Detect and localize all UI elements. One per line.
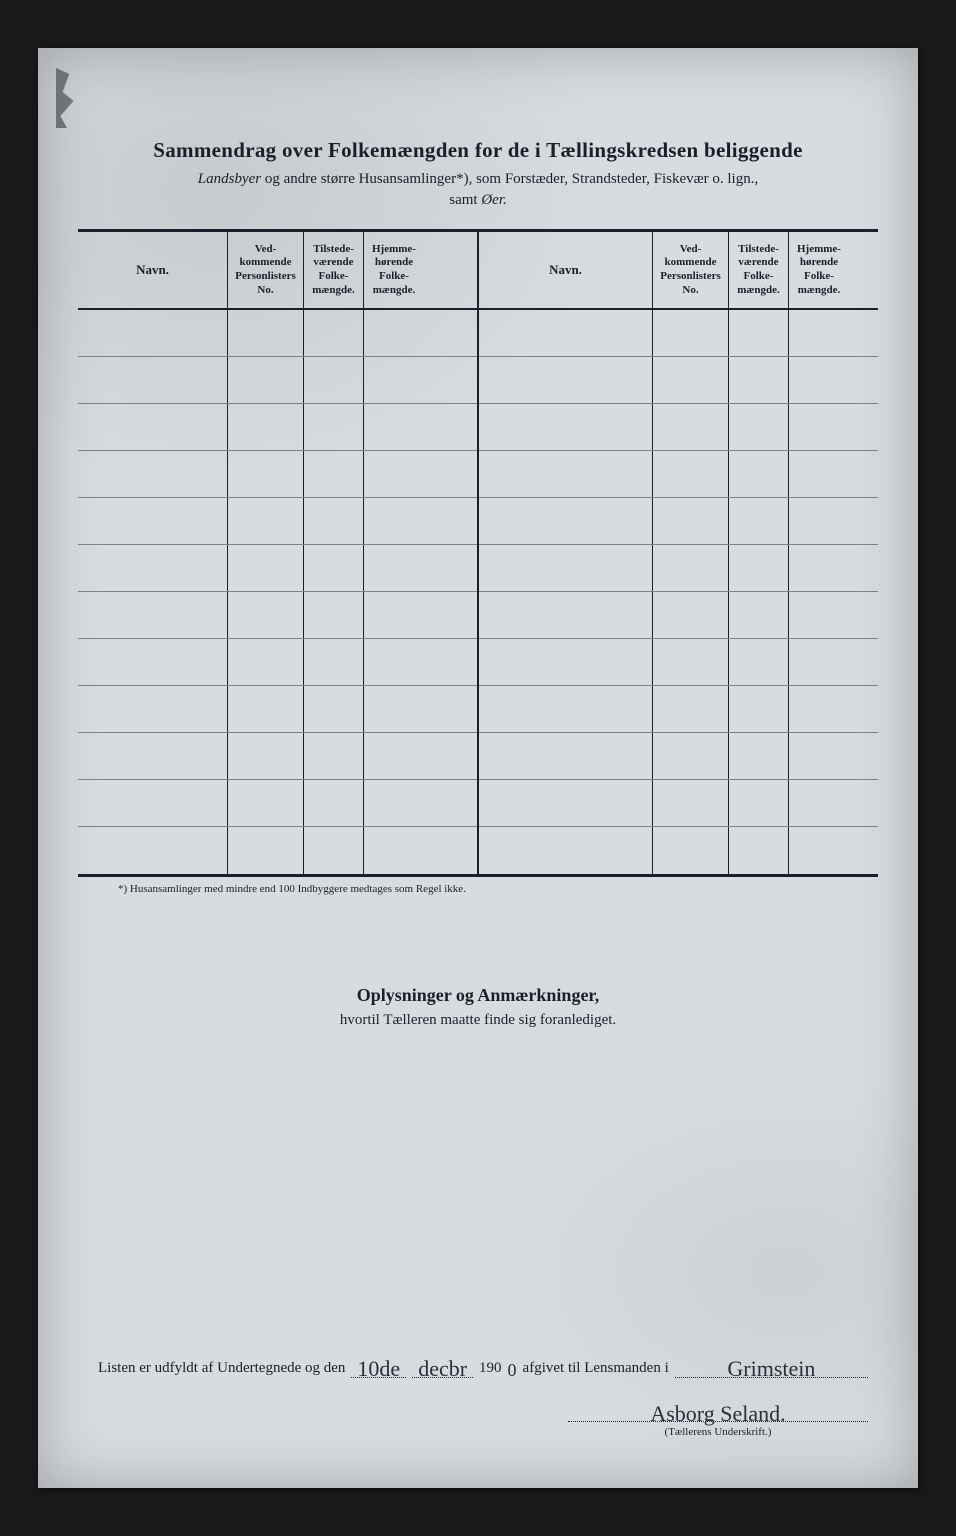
- remarks-section: Oplysninger og Anmærkninger, hvortil Tæl…: [78, 985, 878, 1029]
- table-row: [78, 733, 477, 780]
- date-month-value: decbr: [418, 1356, 467, 1381]
- table-row: [78, 827, 477, 874]
- subtitle2-italic: Øer.: [481, 192, 506, 208]
- table-row: [479, 686, 878, 733]
- col-header-tilstede: Tilstede- værende Folke- mængde.: [304, 232, 364, 308]
- place-value: Grimstein: [727, 1356, 815, 1381]
- col-header-navn: Navn.: [78, 232, 228, 308]
- table-row: [479, 357, 878, 404]
- table-row: [479, 827, 878, 874]
- subtitle-rest: og andre større Husansamlinger*), som Fo…: [261, 171, 758, 187]
- table-right-half: Navn. Ved- kommende Personlisters No. Ti…: [479, 232, 878, 874]
- table-row: [479, 404, 878, 451]
- table-row: [78, 686, 477, 733]
- table-row: [78, 639, 477, 686]
- table-left-half: Navn. Ved- kommende Personlisters No. Ti…: [78, 232, 479, 874]
- attestation-text-a: Listen er udfyldt af Undertegnede og den: [98, 1360, 345, 1377]
- date-day-field: 10de: [351, 1354, 406, 1378]
- table-row: [479, 498, 878, 545]
- page-subtitle-line1: Landsbyer og andre større Husansamlinger…: [78, 171, 878, 188]
- table-body-right: [479, 310, 878, 874]
- signature-caption: (Tællerens Underskrift.): [568, 1426, 868, 1438]
- table-row: [479, 733, 878, 780]
- torn-edge-mark: [56, 68, 78, 128]
- remarks-subtitle: hvortil Tælleren maatte finde sig foranl…: [78, 1012, 878, 1029]
- year-suffix: 0: [508, 1361, 517, 1379]
- signature-line: Asborg Seland.: [568, 1388, 868, 1422]
- summary-table: Navn. Ved- kommende Personlisters No. Ti…: [78, 229, 878, 877]
- table-body-left: [78, 310, 477, 874]
- table-row: [78, 780, 477, 827]
- table-row: [479, 310, 878, 357]
- table-row: [479, 639, 878, 686]
- table-row: [479, 780, 878, 827]
- table-row: [78, 545, 477, 592]
- subtitle2-pre: samt: [449, 192, 481, 208]
- table-header-row: Navn. Ved- kommende Personlisters No. Ti…: [78, 232, 477, 310]
- table-row: [78, 451, 477, 498]
- table-row: [479, 451, 878, 498]
- table-footnote: *) Husansamlinger med mindre end 100 Ind…: [118, 883, 878, 895]
- attestation-text-b: 190: [479, 1360, 502, 1377]
- remarks-title: Oplysninger og Anmærkninger,: [78, 985, 878, 1006]
- place-field: Grimstein: [675, 1354, 868, 1378]
- col-header-hjemme: Hjemme- hørende Folke- mængde.: [364, 232, 424, 308]
- table-row: [78, 404, 477, 451]
- table-row: [479, 545, 878, 592]
- signature-block: Asborg Seland. (Tællerens Underskrift.): [568, 1388, 868, 1438]
- col-header-tilstede: Tilstede- værende Folke- mængde.: [729, 232, 789, 308]
- table-row: [78, 357, 477, 404]
- page-subtitle-line2: samt Øer.: [78, 192, 878, 209]
- table-row: [78, 498, 477, 545]
- col-header-personlisters-no: Ved- kommende Personlisters No.: [228, 232, 304, 308]
- census-form-page: Sammendrag over Folkemængden for de i Tæ…: [38, 48, 918, 1488]
- table-row: [78, 310, 477, 357]
- date-month-field: decbr: [412, 1354, 473, 1378]
- subtitle-italic: Landsbyer: [198, 171, 261, 187]
- page-title: Sammendrag over Folkemængden for de i Tæ…: [78, 138, 878, 163]
- col-header-navn: Navn.: [479, 232, 653, 308]
- table-header-row: Navn. Ved- kommende Personlisters No. Ti…: [479, 232, 878, 310]
- col-header-hjemme: Hjemme- hørende Folke- mængde.: [789, 232, 849, 308]
- date-day-value: 10de: [357, 1356, 400, 1381]
- table-row: [78, 592, 477, 639]
- attestation-text-c: afgivet til Lensmanden i: [523, 1360, 669, 1377]
- attestation-line: Listen er udfyldt af Undertegnede og den…: [98, 1354, 868, 1378]
- table-row: [479, 592, 878, 639]
- col-header-personlisters-no: Ved- kommende Personlisters No.: [653, 232, 729, 308]
- signature-value: Asborg Seland.: [650, 1403, 785, 1425]
